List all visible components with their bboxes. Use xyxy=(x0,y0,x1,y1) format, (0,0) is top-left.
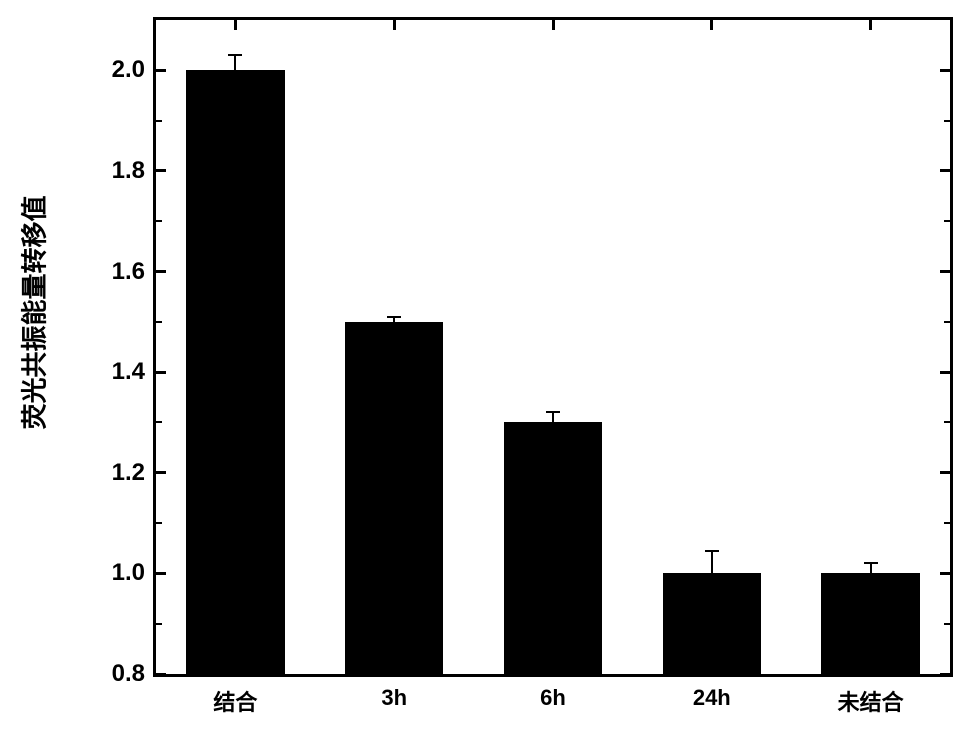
y-tick-label: 0.8 xyxy=(95,660,145,688)
y-minor-tick xyxy=(156,623,162,625)
bar xyxy=(821,573,919,674)
y-tick xyxy=(940,673,950,676)
bar xyxy=(663,573,761,674)
y-tick-label: 1.8 xyxy=(95,157,145,185)
error-whisker xyxy=(711,551,713,574)
x-tick xyxy=(393,20,396,30)
y-tick-label: 1.4 xyxy=(95,358,145,386)
bar xyxy=(504,422,602,674)
x-tick-label: 结合 xyxy=(213,685,257,717)
x-tick-label: 6h xyxy=(540,685,566,711)
bar xyxy=(345,322,443,674)
bar xyxy=(186,70,284,674)
y-tick-label: 2.0 xyxy=(95,56,145,84)
error-whisker xyxy=(870,563,872,573)
y-minor-tick xyxy=(944,321,950,323)
y-minor-tick xyxy=(156,421,162,423)
y-tick-label: 1.2 xyxy=(95,459,145,487)
error-cap xyxy=(864,562,878,564)
x-tick-label: 3h xyxy=(381,685,407,711)
x-tick-label: 24h xyxy=(693,685,731,711)
y-tick xyxy=(940,471,950,474)
y-minor-tick xyxy=(156,120,162,122)
y-minor-tick xyxy=(944,421,950,423)
error-whisker xyxy=(552,412,554,422)
error-cap xyxy=(228,54,242,56)
y-tick xyxy=(940,371,950,374)
y-minor-tick xyxy=(944,220,950,222)
y-minor-tick xyxy=(156,220,162,222)
x-tick xyxy=(869,664,872,674)
x-tick xyxy=(869,20,872,30)
error-cap xyxy=(387,316,401,318)
y-tick xyxy=(156,371,166,374)
y-minor-tick xyxy=(944,522,950,524)
y-minor-tick xyxy=(944,120,950,122)
x-tick xyxy=(552,664,555,674)
x-tick-label: 未结合 xyxy=(838,685,904,717)
x-tick xyxy=(710,664,713,674)
y-tick xyxy=(156,69,166,72)
y-tick xyxy=(156,572,166,575)
y-axis-label: 荧光共振能量转移值 xyxy=(15,270,52,430)
y-tick-label: 1.0 xyxy=(95,559,145,587)
y-tick xyxy=(940,69,950,72)
y-tick xyxy=(940,270,950,273)
x-tick xyxy=(710,20,713,30)
y-tick xyxy=(156,471,166,474)
x-tick xyxy=(234,20,237,30)
y-minor-tick xyxy=(156,321,162,323)
y-tick-label: 1.6 xyxy=(95,258,145,286)
error-cap xyxy=(546,411,560,413)
y-tick xyxy=(156,270,166,273)
error-whisker xyxy=(234,55,236,70)
x-tick xyxy=(393,664,396,674)
y-minor-tick xyxy=(944,623,950,625)
y-tick xyxy=(156,169,166,172)
x-tick xyxy=(234,664,237,674)
y-minor-tick xyxy=(156,522,162,524)
y-tick xyxy=(156,673,166,676)
fret-bar-chart: 荧光共振能量转移值 0.8 1.0 1.2 1.4 1.6 1.8 2.0 结合 3h 6h 24h… xyxy=(0,0,964,742)
y-tick xyxy=(940,169,950,172)
x-tick xyxy=(552,20,555,30)
error-cap xyxy=(705,550,719,552)
y-tick xyxy=(940,572,950,575)
